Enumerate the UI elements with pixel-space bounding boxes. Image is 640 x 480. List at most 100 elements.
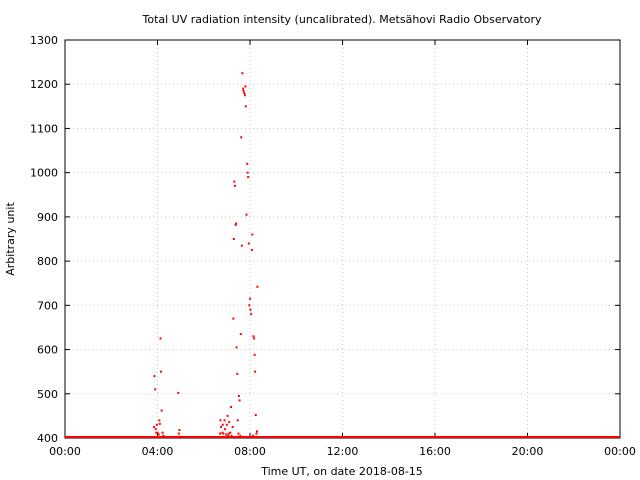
data-point: [158, 422, 161, 425]
data-point: [252, 335, 255, 338]
data-point: [232, 317, 235, 320]
data-point: [249, 297, 251, 300]
grid: [65, 40, 620, 438]
data-point: [230, 406, 233, 409]
data-point: [154, 428, 157, 431]
data-point: [254, 370, 257, 373]
data-point: [219, 419, 222, 422]
data-point: [227, 434, 230, 437]
data-point: [159, 370, 162, 373]
x-tick-label: 08:00: [234, 445, 266, 458]
data-point: [236, 372, 239, 375]
data-point: [234, 223, 237, 226]
data-point: [244, 105, 247, 108]
x-tick-label: 00:00: [604, 445, 636, 458]
data-point: [163, 435, 166, 438]
data-point: [240, 136, 243, 139]
y-tick-label: 1200: [30, 78, 58, 91]
data-point: [157, 433, 160, 436]
data-point: [247, 176, 250, 179]
data-point: [235, 222, 238, 225]
data-point: [244, 85, 247, 88]
data-point: [237, 432, 240, 435]
data-point: [239, 434, 242, 437]
data-point: [230, 434, 233, 437]
ticks: 00:00 04:00 08:00 12:00 16:00 20:00 00:0040050…: [30, 34, 636, 458]
data-point: [237, 394, 240, 397]
data-point: [247, 242, 250, 245]
data-point: [178, 435, 181, 438]
data-point: [232, 238, 235, 240]
data-point: [220, 425, 223, 428]
data-point: [253, 337, 256, 340]
data-point: [239, 333, 242, 336]
data-point: [242, 87, 245, 90]
data-point: [178, 429, 181, 432]
data-point: [221, 423, 224, 426]
y-axis-label: Arbitrary unit: [4, 202, 17, 276]
data-point: [242, 89, 245, 92]
y-tick-label: 700: [37, 299, 58, 312]
y-tick-label: 1300: [30, 34, 58, 47]
data-point: [235, 346, 238, 349]
data-point: [250, 249, 253, 252]
data-point: [255, 432, 258, 435]
data-point: [254, 414, 257, 417]
data-point: [154, 388, 157, 391]
data-point: [236, 419, 239, 422]
data-point: [177, 391, 180, 394]
y-tick-label: 1100: [30, 122, 58, 135]
data-point: [252, 434, 255, 437]
data-point: [155, 431, 158, 434]
y-tick-label: 800: [37, 255, 58, 268]
data-point: [156, 431, 159, 434]
data-point: [250, 313, 253, 316]
data-point: [256, 285, 259, 288]
x-tick-label: 16:00: [419, 445, 451, 458]
x-tick-label: 00:00: [49, 445, 81, 458]
data-point: [246, 162, 249, 165]
data-point: [226, 414, 229, 417]
data-point: [223, 436, 226, 439]
x-tick-label: 20:00: [512, 445, 544, 458]
y-tick-label: 1000: [30, 167, 58, 180]
data-point: [231, 425, 234, 428]
data-point: [159, 337, 162, 340]
data-point: [245, 213, 248, 216]
data-point: [220, 436, 223, 439]
data-point: [249, 308, 252, 311]
data-point: [228, 421, 231, 424]
data-point: [224, 436, 227, 439]
data-point: [160, 409, 163, 412]
chart-title: Total UV radiation intensity (uncalibrat…: [142, 13, 542, 26]
y-tick-label: 900: [37, 211, 58, 224]
data-point: [243, 94, 246, 97]
data-point: [153, 375, 156, 378]
data-point: [248, 304, 251, 307]
data-point: [228, 436, 231, 439]
data-point: [227, 432, 230, 435]
x-tick-label: 12:00: [327, 445, 359, 458]
y-tick-label: 400: [37, 432, 58, 445]
data-point: [218, 432, 221, 435]
data-point: [155, 423, 158, 426]
data-point: [158, 419, 161, 422]
y-tick-label: 600: [37, 344, 58, 357]
data-point: [222, 432, 225, 435]
y-tick-label: 500: [37, 388, 58, 401]
data-point: [233, 180, 236, 183]
data-point: [229, 431, 232, 434]
data-point: [221, 431, 224, 434]
data-point: [255, 430, 258, 433]
x-tick-label: 04:00: [142, 445, 174, 458]
data-point: [240, 244, 243, 247]
data-point: [241, 72, 244, 75]
data-point: [253, 353, 256, 356]
data-point: [246, 171, 249, 174]
data-point: [225, 423, 228, 426]
data-point: [251, 233, 254, 236]
data-point: [225, 433, 228, 436]
data-point: [238, 399, 241, 402]
